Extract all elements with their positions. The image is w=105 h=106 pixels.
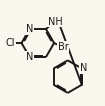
Text: Br: Br xyxy=(58,42,68,52)
Text: N: N xyxy=(26,52,33,62)
Text: N: N xyxy=(26,24,33,34)
Text: Cl: Cl xyxy=(5,38,15,48)
Text: N: N xyxy=(80,63,87,73)
Text: NH: NH xyxy=(48,17,63,27)
